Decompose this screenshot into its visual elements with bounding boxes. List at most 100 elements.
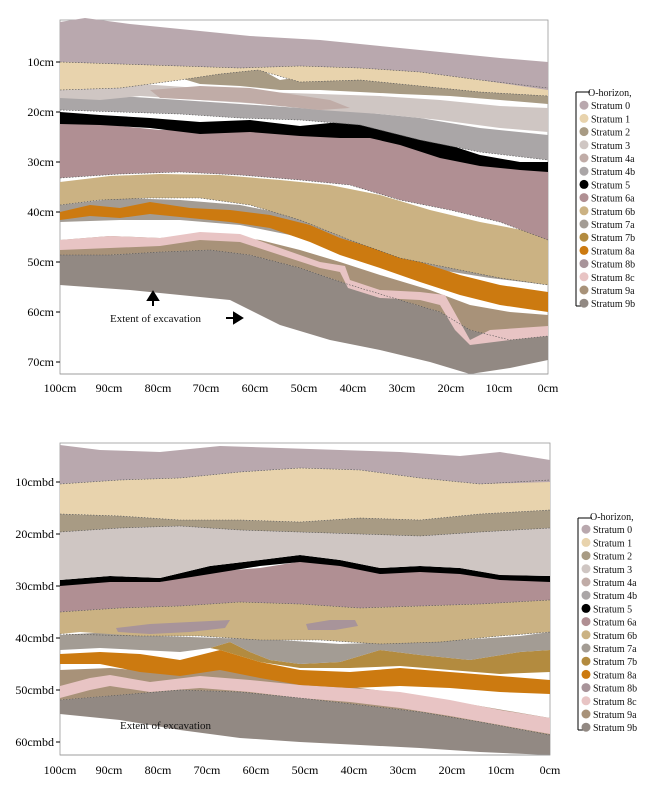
bottom-boundary-lines <box>59 467 551 736</box>
top-stratum-9b <box>60 250 548 374</box>
top-legend-label: Stratum 6a <box>591 194 635 205</box>
bottom-stratum-2 <box>60 510 550 536</box>
top-legend-label: Stratum 2 <box>591 128 630 139</box>
bottom-y-label: 50cmbd <box>15 683 54 697</box>
bottom-stratum-0 <box>60 445 550 484</box>
top-x-label: 30cm <box>389 381 416 395</box>
top-legend-swatch <box>579 206 589 216</box>
bottom-legend-swatch <box>581 617 591 627</box>
bottom-x-label: 40cm <box>341 763 368 777</box>
bottom-x-label: 20cm <box>439 763 466 777</box>
top-legend-label: Stratum 3 <box>591 141 630 152</box>
bottom-legend-swatch <box>581 643 591 653</box>
bottom-legend-swatch <box>581 603 591 613</box>
bottom-legend-swatch <box>581 696 591 706</box>
bottom-legend-label: Stratum 4a <box>593 578 637 589</box>
top-y-axis: 10cm 20cm 30cm 40cm 50cm 60cm 70cm <box>27 55 60 369</box>
top-x-label: 10cm <box>486 381 513 395</box>
top-stratum-5 <box>60 112 548 172</box>
top-y-label: 70cm <box>27 355 54 369</box>
bottom-legend-label: Stratum 1 <box>593 538 632 549</box>
bottom-stratum-8a <box>60 650 550 694</box>
bottom-legend-swatch <box>581 524 591 534</box>
top-x-label: 0cm <box>538 381 559 395</box>
bottom-y-axis: 10cmbd 20cmbd 30cmbd 40cmbd 50cmbd 60cmb… <box>15 475 60 749</box>
top-legend-swatch <box>579 193 589 203</box>
top-stratum-8a <box>60 202 548 312</box>
top-stratum-8c <box>60 232 548 345</box>
bottom-x-label: 70cm <box>194 763 221 777</box>
top-legend-label: Stratum 8c <box>591 273 635 284</box>
top-x-label: 70cm <box>193 381 220 395</box>
top-y-label: 10cm <box>27 55 54 69</box>
bottom-profile: 10cmbd 20cmbd 30cmbd 40cmbd 50cmbd 60cmb… <box>15 442 561 777</box>
bottom-x-label: 30cm <box>390 763 417 777</box>
bottom-x-label: 50cm <box>292 763 319 777</box>
bottom-stratum-1 <box>60 468 550 522</box>
top-x-label: 20cm <box>438 381 465 395</box>
top-legend-swatch <box>579 179 589 189</box>
top-legend-label: Stratum 0 <box>591 101 630 112</box>
top-y-label: 60cm <box>27 305 54 319</box>
right-arrow-icon <box>226 311 244 325</box>
top-stratum-4b <box>60 96 548 160</box>
bottom-legend-swatch <box>581 709 591 719</box>
bottom-y-label: 30cmbd <box>15 579 54 593</box>
top-legend-label: Stratum 4a <box>591 154 635 165</box>
bottom-legend-label: Stratum 0 <box>593 525 632 536</box>
bottom-legend-label: Stratum 3 <box>593 565 632 576</box>
top-y-label: 40cm <box>27 205 54 219</box>
top-legend-swatch <box>579 259 589 269</box>
bottom-stratum-9b <box>60 690 550 755</box>
top-x-label: 50cm <box>291 381 318 395</box>
top-legend-swatch <box>579 166 589 176</box>
top-legend-swatch <box>579 245 589 255</box>
top-stratum-2 <box>180 68 548 104</box>
bottom-excavation-label: Extent of excavation <box>120 720 212 732</box>
bottom-x-label: 60cm <box>243 763 270 777</box>
bottom-legend-swatch <box>581 590 591 600</box>
top-y-label: 30cm <box>27 155 54 169</box>
bottom-stratum-6b <box>60 600 550 644</box>
top-stratum-4a <box>150 86 350 110</box>
top-legend-label: Stratum 9b <box>591 299 635 310</box>
top-legend-label: Stratum 9a <box>591 286 635 297</box>
bottom-legend-label: Stratum 9a <box>593 710 637 721</box>
bottom-stratum-5 <box>60 555 550 586</box>
top-x-label: 40cm <box>340 381 367 395</box>
top-legend-label: Stratum 8a <box>591 246 635 257</box>
bottom-stratum-7b <box>210 642 550 674</box>
bottom-x-label: 80cm <box>145 763 172 777</box>
top-excavation-label: Extent of excavation <box>110 313 202 325</box>
top-legend-swatch <box>579 113 589 123</box>
bottom-legend-swatch <box>581 551 591 561</box>
bottom-x-label: 10cm <box>488 763 515 777</box>
top-legend-label: Stratum 7a <box>591 220 635 231</box>
top-legend-label: Stratum 6b <box>591 207 635 218</box>
top-profile: 10cm 20cm 30cm 40cm 50cm 60cm 70cm 100cm… <box>27 18 559 395</box>
top-excavation-annotation: Extent of excavation <box>110 290 244 325</box>
bottom-legend-label: O-horizon, <box>590 512 634 523</box>
bottom-legend-label: Stratum 6a <box>593 618 637 629</box>
top-legend-swatch <box>579 219 589 229</box>
top-legend-swatch <box>579 272 589 282</box>
bottom-legend-swatch <box>581 722 591 732</box>
bottom-legend-label: Stratum 4b <box>593 591 637 602</box>
top-legend-label: Stratum 8b <box>591 260 635 271</box>
top-legend-swatch <box>579 298 589 308</box>
top-legend-swatch <box>579 100 589 110</box>
bottom-x-label: 0cm <box>540 763 561 777</box>
bottom-stratum-7a <box>60 632 550 664</box>
top-y-label: 20cm <box>27 105 54 119</box>
bottom-stratum-8c <box>60 675 550 734</box>
bottom-legend-swatch <box>581 656 591 666</box>
bottom-legend-label: Stratum 9b <box>593 723 637 734</box>
top-legend-swatch <box>579 153 589 163</box>
bottom-y-label: 10cmbd <box>15 475 54 489</box>
bottom-legend-label: Stratum 7b <box>593 657 637 668</box>
bottom-stratum-3 <box>60 524 550 580</box>
bottom-legend-swatch <box>581 683 591 693</box>
top-legend-swatch <box>579 232 589 242</box>
top-stratum-1 <box>60 60 548 96</box>
